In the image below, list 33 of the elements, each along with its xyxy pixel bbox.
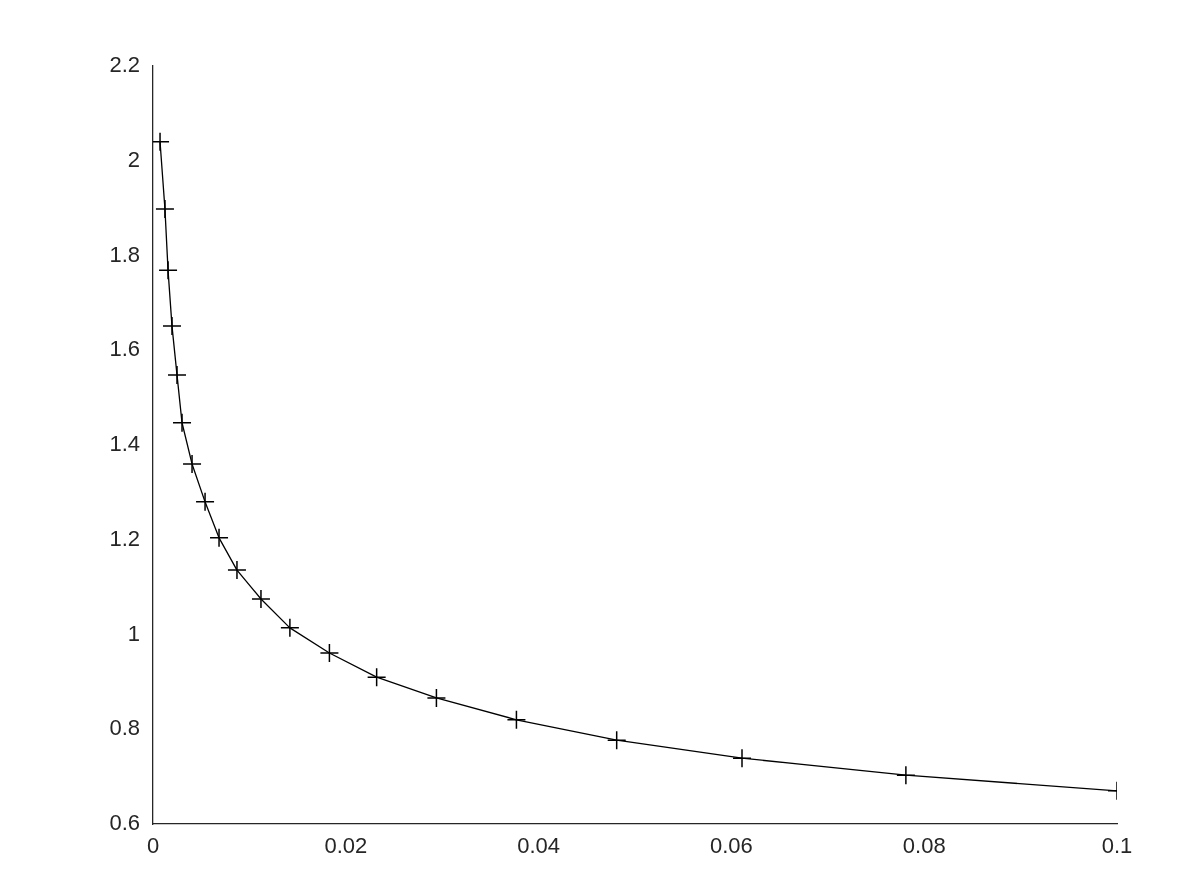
point [319, 643, 340, 663]
y-tick-label: 1.8 [109, 241, 140, 267]
point [280, 618, 300, 638]
point [155, 199, 175, 219]
point [209, 528, 229, 548]
x-tick-label: 0 [146, 833, 160, 859]
point [182, 454, 202, 474]
point [167, 365, 187, 385]
point [366, 667, 387, 687]
y-tick-label: 2.2 [109, 52, 140, 78]
point [172, 412, 192, 433]
point [426, 688, 447, 708]
point [732, 748, 752, 768]
point [195, 492, 215, 512]
y-tick-label: 0.6 [109, 810, 140, 836]
y-tick-label: 2 [127, 146, 140, 172]
point [251, 589, 271, 609]
y-tick-label: 1 [127, 620, 140, 646]
point [606, 730, 627, 750]
y-tick-label: 1.2 [109, 525, 140, 551]
x-tick-label: 0.06 [709, 833, 753, 859]
point [506, 710, 527, 730]
y-tick-label: 0.8 [109, 715, 140, 741]
x-tick-label: 0.1 [1101, 833, 1133, 859]
point [162, 316, 182, 336]
x-tick-label: 0.02 [324, 833, 368, 859]
y-tick-label: 1.6 [109, 336, 140, 362]
point [158, 260, 178, 280]
point [227, 560, 247, 580]
point [896, 765, 916, 785]
x-tick-label: 0.08 [902, 833, 946, 859]
x-tick-label: 0.04 [517, 833, 561, 859]
y-tick-label: 1.4 [109, 431, 140, 457]
